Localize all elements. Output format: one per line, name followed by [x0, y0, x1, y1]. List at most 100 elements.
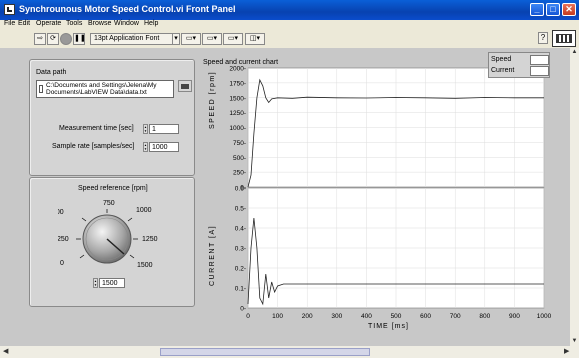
y-tick-label: 0.1- — [235, 286, 246, 293]
x-tick-label: 0 — [246, 313, 250, 320]
knob-scale-1500: 1500 — [137, 262, 153, 269]
y-tick-label: 0.4- — [235, 226, 246, 233]
scroll-right-icon[interactable]: ▶ — [564, 348, 570, 355]
minimize-button[interactable]: _ — [530, 3, 544, 16]
scroll-down-icon[interactable]: ▼ — [571, 338, 578, 344]
x-tick-label: 400 — [361, 313, 372, 320]
y-tick-label: 0.5- — [235, 206, 246, 213]
data-path-label: Data path — [36, 69, 67, 76]
font-selector[interactable]: 13pt Application Font — [90, 33, 178, 45]
settings-cluster — [29, 59, 195, 176]
sample-rate-label: Sample rate [samples/sec] — [52, 143, 135, 150]
path-icon — [39, 85, 43, 93]
speed-axis-label: SPEED [rpm] — [209, 71, 216, 129]
resize-icon[interactable]: ▭▾ — [223, 33, 243, 45]
data-path-line-1: C:\Documents and Settings\Jelena\My — [46, 82, 157, 89]
legend-current-swatch-icon — [530, 66, 549, 76]
legend-speed-label: Speed — [491, 56, 512, 63]
menu-bar: File Edit Operate Tools Browse Window He… — [0, 20, 579, 30]
y-tick-label: 0- — [240, 185, 246, 192]
x-tick-label: 800 — [479, 313, 490, 320]
x-tick-label: 600 — [420, 313, 431, 320]
x-tick-label: 100 — [272, 313, 283, 320]
knob-scale-0: 0 — [60, 260, 64, 267]
x-tick-label: 300 — [331, 313, 342, 320]
y-tick-label: 0.2- — [235, 266, 246, 273]
increment-decrement-icon[interactable]: ▲ ▼ — [93, 278, 98, 288]
menu-window[interactable]: Window — [114, 20, 139, 27]
knob-scale-500: 500 — [58, 209, 64, 216]
x-tick-label: 500 — [391, 313, 402, 320]
sample-rate-input[interactable]: 1000 — [149, 142, 179, 152]
y-tick-label: 0.6- — [235, 186, 246, 193]
help-button[interactable]: ? — [538, 32, 548, 44]
close-button[interactable]: ✕ — [562, 3, 576, 16]
speed-reference-label: Speed reference [rpm] — [78, 185, 148, 192]
sample-rate-control[interactable]: ▲ ▼ 1000 — [143, 142, 179, 152]
scroll-left-icon[interactable]: ◀ — [3, 348, 9, 355]
menu-edit[interactable]: Edit — [18, 20, 31, 27]
knob-pointer — [106, 238, 125, 255]
pause-icon[interactable]: ❚❚ — [73, 33, 86, 45]
measurement-time-input[interactable]: 1 — [149, 124, 179, 134]
menu-help[interactable]: Help — [144, 20, 159, 27]
browse-folder-icon[interactable] — [178, 80, 192, 92]
measurement-time-label: Measurement time [sec] — [59, 125, 134, 132]
labview-vi-icon — [4, 4, 15, 15]
maximize-button[interactable]: □ — [546, 3, 560, 16]
x-tick-label: 200 — [302, 313, 313, 320]
menu-file[interactable]: File — [4, 20, 16, 27]
menu-operate[interactable]: Operate — [36, 20, 62, 27]
scroll-up-icon[interactable]: ▲ — [571, 49, 578, 55]
legend-item-speed[interactable]: Speed — [491, 55, 549, 66]
distribute-icon[interactable]: ▭▾ — [202, 33, 222, 45]
reorder-icon[interactable]: ◫▾ — [245, 33, 265, 45]
chart-title: Speed and current chart — [203, 59, 278, 66]
speed-reference-knob-area: 0 250 500 750 1000 1250 1500 — [52, 196, 166, 276]
legend-current-label: Current — [491, 67, 515, 74]
x-tick-label: 700 — [450, 313, 461, 320]
knob-scale-250: 250 — [58, 236, 69, 243]
knob-scale-1250: 1250 — [142, 236, 158, 243]
speed-reference-digital[interactable]: ▲ ▼ 1500 — [93, 278, 125, 288]
menu-browse[interactable]: Browse — [88, 20, 112, 27]
speed-knob[interactable]: 0 250 500 750 1000 1250 1500 — [52, 196, 166, 276]
vertical-scrollbar[interactable]: ▲ ▼ — [570, 48, 579, 346]
menu-tools[interactable]: Tools — [66, 20, 83, 27]
legend-item-current[interactable]: Current — [491, 66, 549, 77]
toolbar: ⇨ ⟳ ❚❚ 13pt Application Font ▾ ▭▾ ▭▾ ▭▾ … — [0, 30, 579, 49]
series-line-speed — [247, 78, 544, 188]
scrollbar-thumb[interactable] — [160, 348, 370, 356]
series-line-current — [247, 217, 544, 306]
y-tick-label: 500- — [233, 155, 246, 162]
font-dropdown-chevron-icon[interactable]: ▾ — [172, 33, 180, 45]
y-tick-label: 0- — [240, 306, 246, 313]
y-tick-label: 1250- — [229, 110, 246, 117]
speed-current-chart: Speed and current chart SPEED [rpm] CURR… — [200, 56, 570, 346]
chart-legend: Speed Current — [488, 52, 550, 78]
y-tick-label: 1750- — [229, 80, 246, 87]
knob-scale-1000: 1000 — [136, 207, 152, 214]
time-axis-label: TIME [ms] — [368, 323, 409, 330]
vi-connector-icon — [552, 30, 576, 47]
abort-icon[interactable] — [60, 33, 72, 45]
speed-reference-input[interactable]: 1500 — [99, 278, 125, 288]
window-title: Synchrounous Motor Speed Control.vi Fron… — [19, 4, 236, 14]
chart-svg: Speed and current chart SPEED [rpm] CURR… — [203, 59, 552, 330]
y-tick-label: 2000- — [229, 66, 246, 73]
increment-decrement-icon[interactable]: ▲ ▼ — [143, 124, 148, 134]
data-path-field[interactable]: C:\Documents and Settings\Jelena\My Docu… — [36, 80, 174, 98]
run-arrow-icon[interactable]: ⇨ — [34, 33, 46, 45]
y-tick-label: 1000- — [229, 125, 246, 132]
x-tick-label: 900 — [509, 313, 520, 320]
y-tick-label: 750- — [233, 140, 246, 147]
knob-scale-750: 750 — [103, 200, 115, 207]
legend-speed-swatch-icon — [530, 55, 549, 65]
run-continuous-icon[interactable]: ⟳ — [47, 33, 59, 45]
data-path-line-2: Documents\LabVIEW Data\data.txt — [46, 89, 147, 96]
increment-decrement-icon[interactable]: ▲ ▼ — [143, 142, 148, 152]
measurement-time-control[interactable]: ▲ ▼ 1 — [143, 124, 179, 134]
horizontal-scrollbar[interactable]: ◀ ▶ — [0, 346, 579, 358]
align-icon[interactable]: ▭▾ — [181, 33, 201, 45]
current-axis-label: CURRENT [A] — [209, 225, 216, 286]
